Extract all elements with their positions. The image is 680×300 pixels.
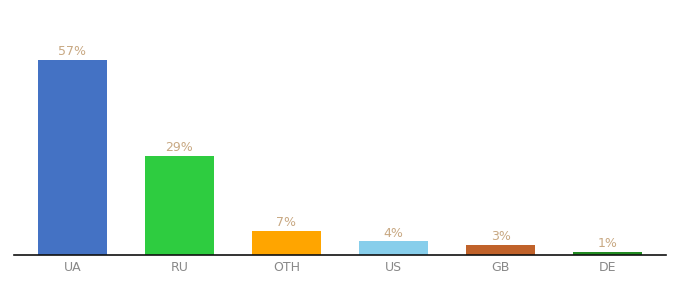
Text: 7%: 7% [277,216,296,229]
Text: 29%: 29% [166,141,193,154]
Bar [252,231,321,255]
Bar [359,241,428,255]
Bar [145,156,214,255]
Bar [466,245,535,255]
Bar [37,60,107,255]
Text: 3%: 3% [490,230,511,243]
Bar [573,252,643,255]
Text: 57%: 57% [58,45,86,58]
Text: 1%: 1% [598,237,617,250]
Text: 4%: 4% [384,226,403,240]
